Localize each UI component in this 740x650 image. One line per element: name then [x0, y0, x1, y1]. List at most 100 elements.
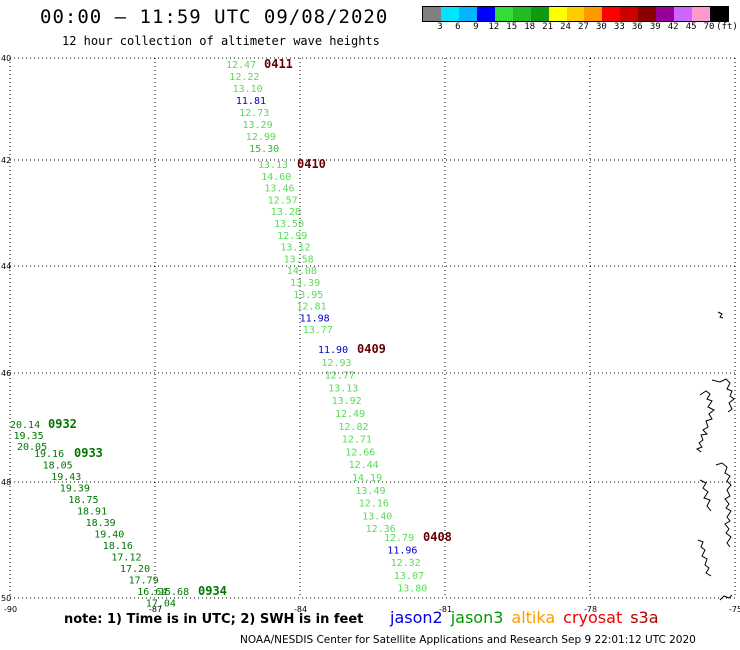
latitude-label: 40	[1, 54, 11, 63]
wave-height-value: 13.80	[397, 583, 427, 594]
wave-height-value: 11.98	[300, 313, 330, 324]
wave-height-value: 13.40	[362, 511, 392, 522]
scale-swatch	[458, 7, 477, 21]
wave-height-value: 12.93	[321, 358, 351, 369]
wave-height-value: 19.40	[94, 530, 124, 541]
scale-swatch	[584, 7, 603, 21]
wave-height-value: 12.22	[229, 72, 259, 83]
pass-time-label: 0933	[74, 446, 103, 460]
wave-height-value: 20.14	[10, 420, 40, 431]
wave-height-value: 20.05	[17, 442, 47, 453]
wave-height-value: 13.95	[293, 290, 323, 301]
pass-time-label: 0932	[48, 417, 77, 431]
scale-swatch	[674, 7, 693, 21]
pass-time-label: 0408	[423, 530, 452, 544]
scale-label: (ft)	[716, 22, 738, 32]
wave-height-value: 12.32	[391, 558, 421, 569]
track-0410: 13.1314.6013.4612.5713.2813.5012.9913.12…	[258, 157, 333, 336]
wave-height-value: 13.12	[280, 243, 310, 254]
page-subtitle: 12 hour collection of altimeter wave hei…	[62, 34, 380, 48]
note-text: note: 1) Time is in UTC; 2) SWH is in fe…	[64, 612, 364, 627]
scale-swatch	[476, 7, 495, 21]
scale-swatch	[440, 7, 459, 21]
scale-label: 12	[488, 22, 500, 32]
wave-height-value: 19.39	[60, 484, 90, 495]
wave-height-value: 13.29	[243, 120, 273, 131]
legend-item-altika: altika	[511, 608, 556, 627]
wave-height-value: 13.28	[271, 207, 301, 218]
wave-height-value: 12.81	[296, 302, 326, 313]
wave-height-value: 12.49	[335, 409, 365, 420]
pass-time-label: 0934	[198, 584, 227, 598]
wave-height-value: 18.39	[86, 518, 116, 529]
wave-height-value: 14.08	[287, 266, 317, 277]
scale-swatch	[548, 7, 567, 21]
scale-label: 27	[578, 22, 589, 32]
wave-height-value: 12.16	[359, 499, 389, 510]
page-title: 00:00 – 11:59 UTC 09/08/2020	[40, 6, 389, 28]
scale-label: 3	[437, 22, 443, 32]
wave-height-value: 13.50	[274, 219, 304, 230]
wave-height-value: 14.19	[352, 473, 382, 484]
satellite-legend: jason2 jason3 altika cryosat s3a	[390, 608, 667, 627]
latitude-label: 48	[1, 478, 11, 487]
wave-height-value: 18.05	[43, 461, 73, 472]
scale-swatch	[512, 7, 531, 21]
wave-height-value: 18.91	[77, 507, 107, 518]
legend-item-s3a: s3a	[630, 608, 659, 627]
wave-height-value: 13.58	[284, 254, 314, 265]
scale-swatch	[602, 7, 621, 21]
scale-label: 45	[685, 22, 697, 32]
scale-label: 18	[524, 22, 536, 32]
wave-height-value: 12.79	[384, 533, 414, 544]
scale-label: 36	[631, 22, 643, 32]
wave-height-value: 17.79	[129, 576, 159, 587]
wave-height-value: 17.12	[111, 553, 141, 564]
scale-swatch	[656, 7, 675, 21]
track-0934: 15.68 0934	[159, 584, 227, 598]
longitude-label: -87	[149, 605, 162, 614]
wave-height-value: 13.13	[258, 160, 288, 171]
wave-height-value: 12.66	[345, 447, 375, 458]
scale-label: 30	[595, 22, 607, 32]
wave-height-value: 19.16	[34, 449, 64, 460]
map-grid	[9, 57, 736, 599]
wave-height-value: 12.82	[338, 422, 368, 433]
wave-height-value: 17.04	[146, 599, 176, 610]
scale-swatch	[620, 7, 639, 21]
wave-height-value: 13.07	[394, 571, 424, 582]
wave-height-value: 17.20	[120, 564, 150, 575]
wave-height-value: 12.36	[366, 524, 396, 535]
wave-height-value: 19.43	[51, 472, 81, 483]
wave-height-value: 12.44	[349, 460, 379, 471]
wave-height-value: 16.64	[137, 587, 167, 598]
wave-height-value: 12.77	[325, 371, 355, 382]
wave-height-value: 12.71	[342, 435, 372, 446]
scale-swatch	[710, 7, 728, 21]
scale-swatch	[423, 7, 441, 21]
wave-height-value: 11.81	[236, 96, 266, 107]
wave-height-value: 13.46	[264, 184, 294, 195]
wave-height-value: 15.30	[249, 144, 279, 155]
color-scale-bar	[422, 6, 729, 22]
legend-item-jason2: jason2	[390, 608, 443, 627]
scale-label: 21	[542, 22, 553, 32]
axis-labels: 40 42 44 46 48 50 -90 -87 -84 -81 -78 -75	[1, 54, 740, 614]
scale-label: 42	[667, 22, 679, 32]
scale-label: 9	[473, 22, 479, 32]
scale-label: 33	[613, 22, 625, 32]
track-0933: 19.1618.0519.4319.3918.7518.9118.3919.40…	[34, 446, 176, 610]
wave-height-value: 13.39	[290, 278, 320, 289]
longitude-label: -84	[294, 605, 307, 614]
longitude-label: -90	[4, 605, 17, 614]
latitude-label: 42	[1, 156, 11, 165]
scale-swatch	[638, 7, 657, 21]
legend-item-cryosat: cryosat	[563, 608, 623, 627]
wave-height-value: 13.77	[303, 325, 333, 336]
wave-height-value: 13.92	[332, 396, 362, 407]
wave-height-value: 12.99	[277, 231, 307, 242]
wave-height-value: 12.99	[246, 132, 276, 143]
latitude-label: 50	[1, 594, 11, 603]
